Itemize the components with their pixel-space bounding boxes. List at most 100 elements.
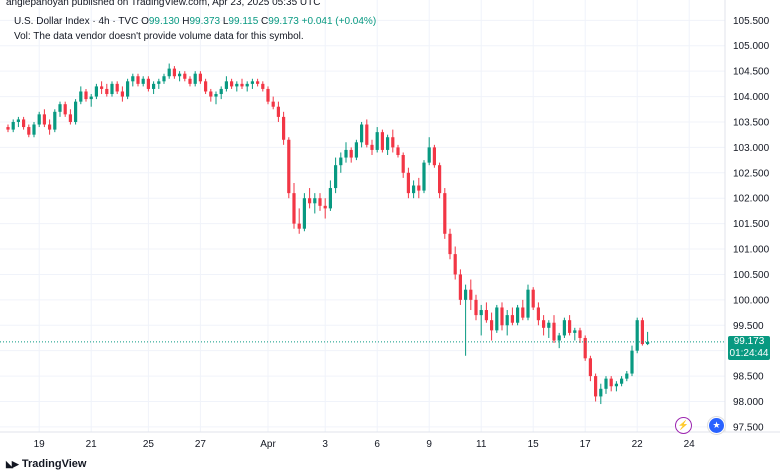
time-tick-label: 6 xyxy=(374,439,380,450)
candle-body xyxy=(552,322,556,341)
last-price-tag: 99.173 01:24:44 xyxy=(728,335,770,360)
price-tick-label: 104.000 xyxy=(733,92,770,103)
candle-body xyxy=(250,81,254,84)
candle xyxy=(401,152,405,178)
candle-body xyxy=(11,121,15,130)
candle-body xyxy=(370,144,374,150)
candle xyxy=(240,78,244,89)
candle xyxy=(380,129,384,153)
price-axis[interactable]: 97.50098.00098.50099.00099.500100.000100… xyxy=(733,16,770,434)
tradingview-logo[interactable]: ◣▶ TradingView xyxy=(6,458,86,470)
candle-body xyxy=(406,172,410,194)
candle xyxy=(16,116,20,128)
candle xyxy=(152,81,156,95)
candle-body xyxy=(22,119,26,128)
candle-body xyxy=(178,73,182,77)
candle xyxy=(204,78,208,95)
candle-body xyxy=(578,330,582,338)
candle-body xyxy=(469,289,473,300)
candle xyxy=(235,81,239,92)
candle xyxy=(604,376,608,394)
candle-body xyxy=(354,142,358,158)
candle xyxy=(74,99,78,125)
candle-body xyxy=(58,104,62,112)
candle xyxy=(646,331,650,346)
price-tick-label: 97.500 xyxy=(733,422,764,433)
candle xyxy=(469,279,473,311)
candle-body xyxy=(318,198,322,206)
candle-body xyxy=(375,132,379,150)
publisher-note: anglepanoyan published on TradingView.co… xyxy=(6,0,321,8)
candle xyxy=(276,101,280,122)
candle-body xyxy=(630,350,634,374)
candle xyxy=(438,162,442,199)
candle-body xyxy=(531,289,535,308)
candle xyxy=(349,147,353,163)
candle xyxy=(302,193,306,232)
candle-body xyxy=(526,289,530,318)
candle xyxy=(516,304,520,326)
candle-body xyxy=(635,320,639,351)
candle-body xyxy=(386,137,390,150)
candle xyxy=(526,284,530,321)
candle-body xyxy=(588,358,592,377)
bar-countdown: 01:24:44 xyxy=(729,347,769,359)
candle-body xyxy=(464,289,468,300)
candle xyxy=(354,139,358,161)
price-tick-label: 105.000 xyxy=(733,41,770,52)
price-tick-label: 104.500 xyxy=(733,67,770,78)
candle xyxy=(536,302,540,326)
candle xyxy=(27,124,31,138)
candle xyxy=(334,157,338,194)
candle xyxy=(453,246,457,280)
open-value: 99.130 xyxy=(148,16,180,27)
candle-body xyxy=(100,86,104,89)
candle-body xyxy=(609,378,613,387)
candle xyxy=(464,284,468,356)
high-value: 99.373 xyxy=(189,16,221,27)
time-tick-label: 15 xyxy=(528,439,540,450)
candle xyxy=(406,167,410,199)
candle-body xyxy=(172,68,176,77)
candle xyxy=(458,269,462,305)
candle xyxy=(427,137,431,166)
candle xyxy=(375,127,379,153)
candle-body xyxy=(53,111,57,130)
candle-body xyxy=(136,76,140,84)
candle xyxy=(110,81,114,97)
symbol-title[interactable]: U.S. Dollar Index · 4h · TVC xyxy=(14,16,139,27)
candle-body xyxy=(646,342,650,345)
candle xyxy=(474,294,478,321)
price-tick-label: 101.000 xyxy=(733,245,770,256)
candle-body xyxy=(282,116,286,140)
candle xyxy=(625,371,629,382)
candle-body xyxy=(604,378,608,389)
candle-body xyxy=(63,104,67,115)
candle xyxy=(120,86,124,102)
candle-body xyxy=(422,162,426,191)
us-flag-icon[interactable]: ★ xyxy=(708,417,725,434)
time-axis[interactable]: 19 21 25 27 Apr 3 6 9 11 15 17 22 24 xyxy=(34,439,696,450)
candle-body xyxy=(313,198,317,204)
candle-body xyxy=(297,223,301,229)
candle xyxy=(287,137,291,199)
candle xyxy=(6,124,10,133)
candle xyxy=(417,177,421,199)
candle xyxy=(198,71,202,84)
candle xyxy=(557,332,561,349)
lightning-icon[interactable]: ⚡ xyxy=(675,417,692,434)
candle xyxy=(183,71,187,82)
candle-body xyxy=(412,185,416,194)
candle xyxy=(599,383,603,405)
candle xyxy=(630,345,634,377)
price-tick-label: 102.500 xyxy=(733,168,770,179)
time-tick-label: 25 xyxy=(143,439,155,450)
candle xyxy=(542,315,546,336)
candle-body xyxy=(323,205,327,209)
candle xyxy=(214,91,218,105)
candle-body xyxy=(458,274,462,300)
time-tick-label: 17 xyxy=(580,439,592,450)
candle-body xyxy=(79,91,83,102)
candle-body xyxy=(547,322,551,328)
